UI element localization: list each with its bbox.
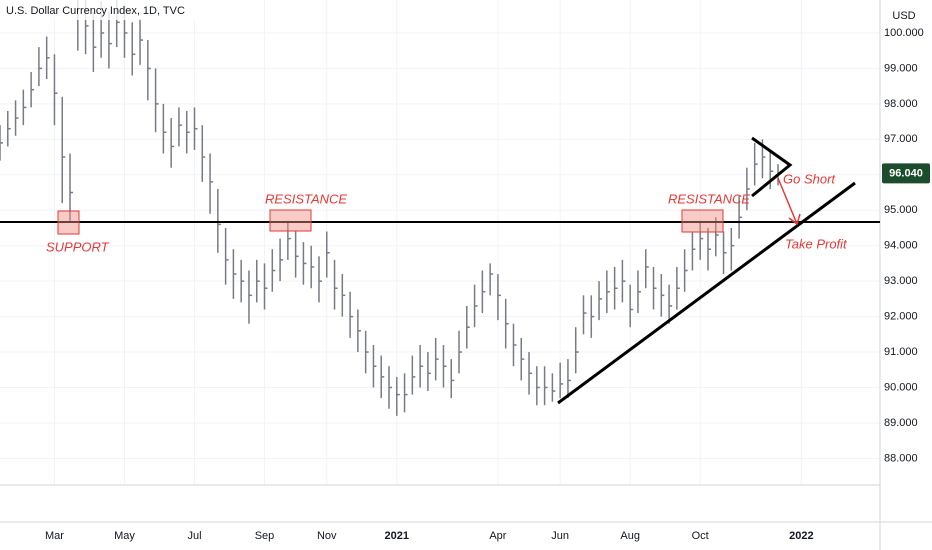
x-tick-label: Apr — [489, 530, 506, 542]
x-tick-label: May — [114, 530, 135, 542]
annotation: RESISTANCE — [265, 191, 347, 206]
x-tick-label: Nov — [317, 530, 337, 542]
y-tick-label: 99.000 — [884, 62, 918, 74]
y-tick-label: 88.000 — [884, 452, 918, 464]
x-tick-label: Mar — [45, 530, 64, 542]
annotation: Go Short — [783, 171, 836, 186]
y-tick-label: 95.000 — [884, 204, 918, 216]
y-tick-label: 98.000 — [884, 98, 918, 110]
y-tick-label: 92.000 — [884, 311, 918, 323]
y-axis-label: USD — [892, 10, 915, 22]
y-tick-label: 97.000 — [884, 133, 918, 145]
y-tick-label: 93.000 — [884, 275, 918, 287]
last-price-label: 96.040 — [889, 167, 923, 179]
annotation: SUPPORT — [46, 239, 110, 254]
y-tick-label: 94.000 — [884, 240, 918, 252]
annotation: Take Profit — [785, 236, 848, 251]
short-arrow — [777, 177, 798, 225]
pennant — [751, 136, 793, 198]
y-tick-label: 90.000 — [884, 381, 918, 393]
x-tick-label: Oct — [692, 530, 709, 542]
x-tick-label: Sep — [255, 530, 275, 542]
bars — [0, 0, 781, 416]
resistance-box — [269, 209, 312, 232]
x-tick-label: Aug — [620, 530, 640, 542]
x-tick-label: 2022 — [789, 530, 813, 542]
y-tick-label: 91.000 — [884, 346, 918, 358]
x-tick-label: Jun — [551, 530, 569, 542]
trend-line — [557, 181, 856, 405]
chart-title: U.S. Dollar Currency Index, 1D, TVC — [6, 5, 185, 17]
resistance-box — [681, 209, 724, 233]
y-tick-label: 100.000 — [884, 27, 924, 39]
arrow-head — [788, 213, 801, 226]
title-bg — [0, 0, 210, 20]
last-price-box — [882, 163, 930, 184]
x-tick-label: Jul — [187, 530, 201, 542]
annotation: RESISTANCE — [668, 191, 750, 206]
y-tick-label: 89.000 — [884, 417, 918, 429]
support-box — [57, 210, 80, 235]
x-tick-label: 2021 — [385, 530, 409, 542]
